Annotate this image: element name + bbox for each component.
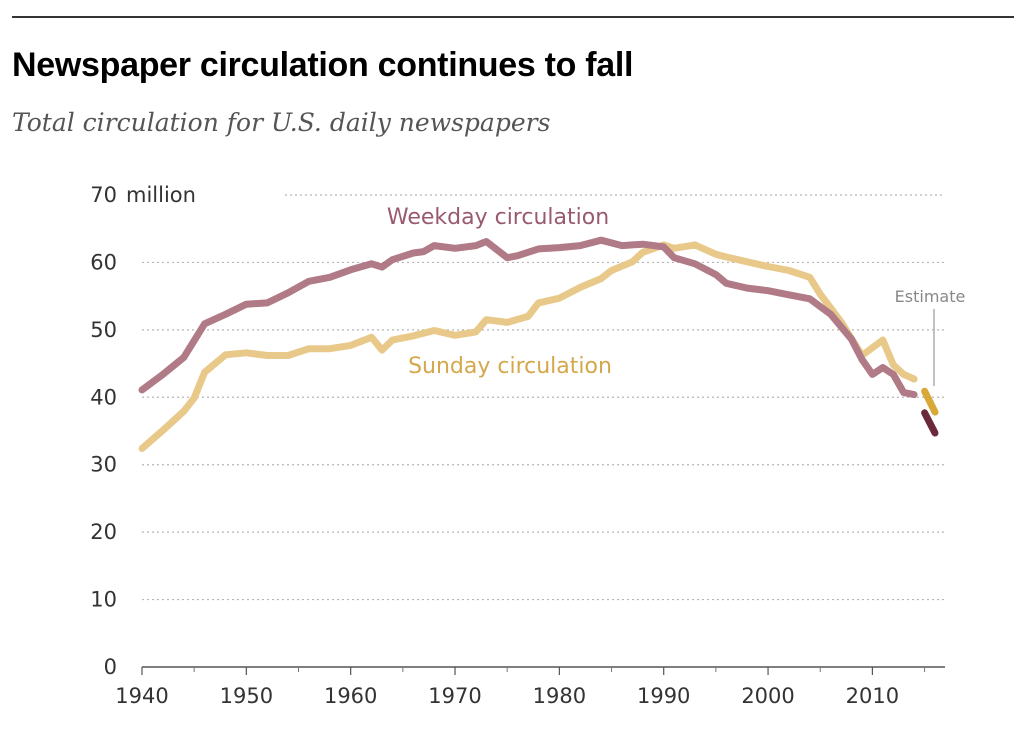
chart-subtitle: Total circulation for U.S. daily newspap… bbox=[12, 108, 551, 137]
x-axis: 1940 1950 1960 1970 1980 1990 2000 2010 bbox=[115, 666, 945, 708]
chart-title: Newspaper circulation continues to fall bbox=[12, 46, 634, 84]
y-tick-label: 20 bbox=[90, 520, 117, 544]
estimate-segment bbox=[921, 387, 939, 416]
x-tick-label: 1990 bbox=[637, 684, 690, 708]
series-line bbox=[138, 236, 918, 399]
estimate-segment bbox=[921, 409, 939, 437]
y-unit-label: million bbox=[126, 183, 196, 207]
y-tick-label: 0 bbox=[104, 655, 117, 679]
top-rule bbox=[12, 16, 1014, 18]
x-tick-label: 1950 bbox=[220, 684, 273, 708]
y-tick-label: 30 bbox=[90, 453, 117, 477]
series-lines bbox=[138, 236, 939, 452]
series-labels: Weekday circulation Sunday circulation bbox=[387, 205, 612, 379]
y-axis-labels: 0 10 20 30 40 50 60 70 million bbox=[90, 183, 196, 679]
y-tick-label: 70 bbox=[90, 183, 117, 207]
y-tick-label: 60 bbox=[90, 250, 117, 274]
series-line bbox=[138, 241, 918, 452]
series-label-sunday: Sunday circulation bbox=[408, 354, 612, 379]
x-tick-label: 1940 bbox=[115, 684, 168, 708]
y-tick-label: 40 bbox=[90, 385, 117, 409]
annotations: Estimate bbox=[895, 287, 966, 386]
x-tick-label: 1980 bbox=[533, 684, 586, 708]
x-tick-label: 2000 bbox=[741, 684, 794, 708]
estimate-annotation: Estimate bbox=[895, 287, 966, 306]
y-tick-label: 50 bbox=[90, 318, 117, 342]
x-tick-label: 2010 bbox=[846, 684, 899, 708]
y-tick-label: 10 bbox=[90, 588, 117, 612]
x-tick-label: 1960 bbox=[324, 684, 377, 708]
x-tick-label: 1970 bbox=[428, 684, 481, 708]
series-label-weekday: Weekday circulation bbox=[387, 205, 609, 230]
gridlines bbox=[142, 194, 945, 601]
